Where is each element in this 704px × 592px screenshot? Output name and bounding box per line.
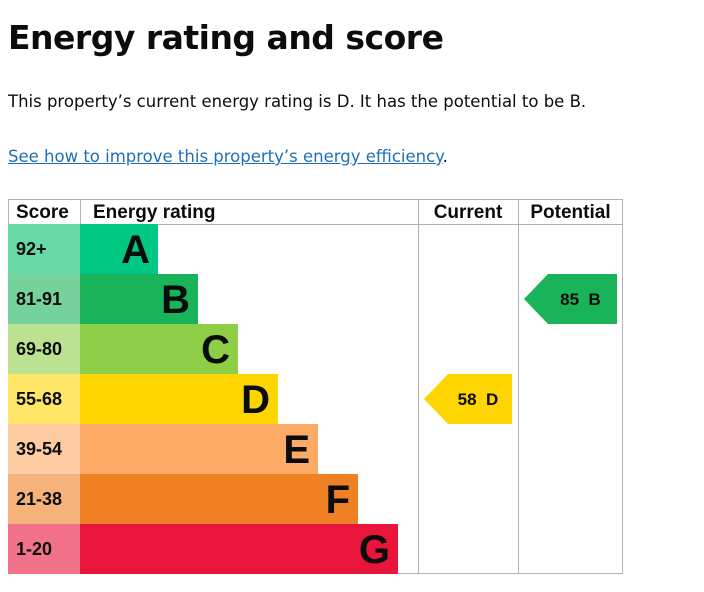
band-bar-a bbox=[80, 224, 158, 274]
band-bar-f bbox=[80, 474, 358, 524]
page-title: Energy rating and score bbox=[8, 18, 444, 57]
band-bar-c bbox=[80, 324, 238, 374]
band-row-c: 69-80 C bbox=[8, 324, 238, 374]
band-row-b: 81-91 B bbox=[8, 274, 198, 324]
rating-bands: 92+ A 81-91 B 69-80 C 55-68 D 39-54 E 21-38 F 1-20 G bbox=[8, 224, 398, 574]
current-rating-arrow-shape bbox=[424, 374, 512, 424]
band-row-f: 21-38 F bbox=[8, 474, 358, 524]
improve-efficiency-link[interactable]: See how to improve this property’s energ… bbox=[8, 147, 443, 166]
current-rating-arrow: 58 D bbox=[424, 374, 512, 424]
score-range-label: 1-20 bbox=[16, 539, 52, 559]
band-letter: F bbox=[326, 478, 350, 522]
band-letter: D bbox=[241, 378, 270, 422]
band-row-d: 55-68 D bbox=[8, 374, 278, 424]
band-letter: A bbox=[121, 228, 150, 272]
potential-rating-arrow-shape bbox=[524, 274, 617, 324]
column-headers: Score Energy rating Current Potential bbox=[16, 202, 611, 223]
score-range-label: 69-80 bbox=[16, 339, 62, 359]
header-potential: Potential bbox=[530, 202, 610, 223]
band-letter: C bbox=[201, 328, 230, 372]
score-cell-b bbox=[8, 274, 80, 324]
band-row-a: 92+ A bbox=[8, 224, 158, 274]
header-score: Score bbox=[16, 202, 69, 223]
score-range-label: 81-91 bbox=[16, 289, 62, 309]
band-bar-d bbox=[80, 374, 278, 424]
score-range-label: 39-54 bbox=[16, 439, 62, 459]
score-cell-a bbox=[8, 224, 80, 274]
potential-rating-arrow-label: 85 B bbox=[560, 290, 601, 309]
band-letter: G bbox=[359, 528, 390, 572]
score-cell-e bbox=[8, 424, 80, 474]
current-rating-arrow-label: 58 D bbox=[458, 390, 499, 409]
link-suffix: . bbox=[442, 147, 448, 166]
score-cell-g bbox=[8, 524, 80, 574]
potential-rating-arrow: 85 B bbox=[524, 274, 617, 324]
score-cell-c bbox=[8, 324, 80, 374]
band-bar-g bbox=[80, 524, 398, 574]
rating-arrows: 58 D 85 B bbox=[424, 274, 617, 424]
band-row-e: 39-54 E bbox=[8, 424, 318, 474]
band-bar-b bbox=[80, 274, 198, 324]
score-cell-d bbox=[8, 374, 80, 424]
rating-summary: This property’s current energy rating is… bbox=[8, 92, 587, 111]
band-letter: B bbox=[161, 278, 190, 322]
score-cell-f bbox=[8, 474, 80, 524]
score-range-label: 92+ bbox=[16, 239, 47, 259]
header-current: Current bbox=[434, 202, 503, 223]
score-range-label: 55-68 bbox=[16, 389, 62, 409]
band-bar-e bbox=[80, 424, 318, 474]
band-row-g: 1-20 G bbox=[8, 524, 398, 574]
header-energy-rating: Energy rating bbox=[93, 202, 215, 223]
band-letter: E bbox=[283, 428, 310, 472]
score-range-label: 21-38 bbox=[16, 489, 62, 509]
improve-link-line: See how to improve this property’s energ… bbox=[8, 145, 448, 169]
